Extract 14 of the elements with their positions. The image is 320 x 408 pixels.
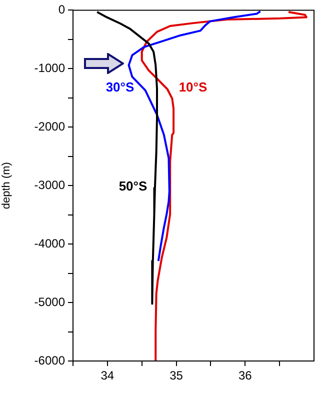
y-tick-label: -6000 — [34, 353, 66, 368]
y-tick-label: 0 — [58, 2, 66, 17]
series-label: 30°S — [106, 80, 134, 95]
x-tick-label: 35 — [170, 368, 184, 383]
y-tick-label: -3000 — [34, 178, 66, 192]
y-axis-title: depth (m) — [0, 162, 13, 210]
y-tick-label: -1000 — [34, 60, 66, 75]
x-tick-label: 36 — [238, 368, 252, 383]
series-label: 10°S — [178, 80, 208, 95]
x-tick-label: 34 — [100, 368, 114, 383]
y-tick-label: -5000 — [34, 294, 66, 309]
y-tick-label: -4000 — [34, 236, 66, 250]
y-tick-label: -2000 — [34, 119, 66, 134]
series-label: 50°S — [118, 178, 148, 194]
